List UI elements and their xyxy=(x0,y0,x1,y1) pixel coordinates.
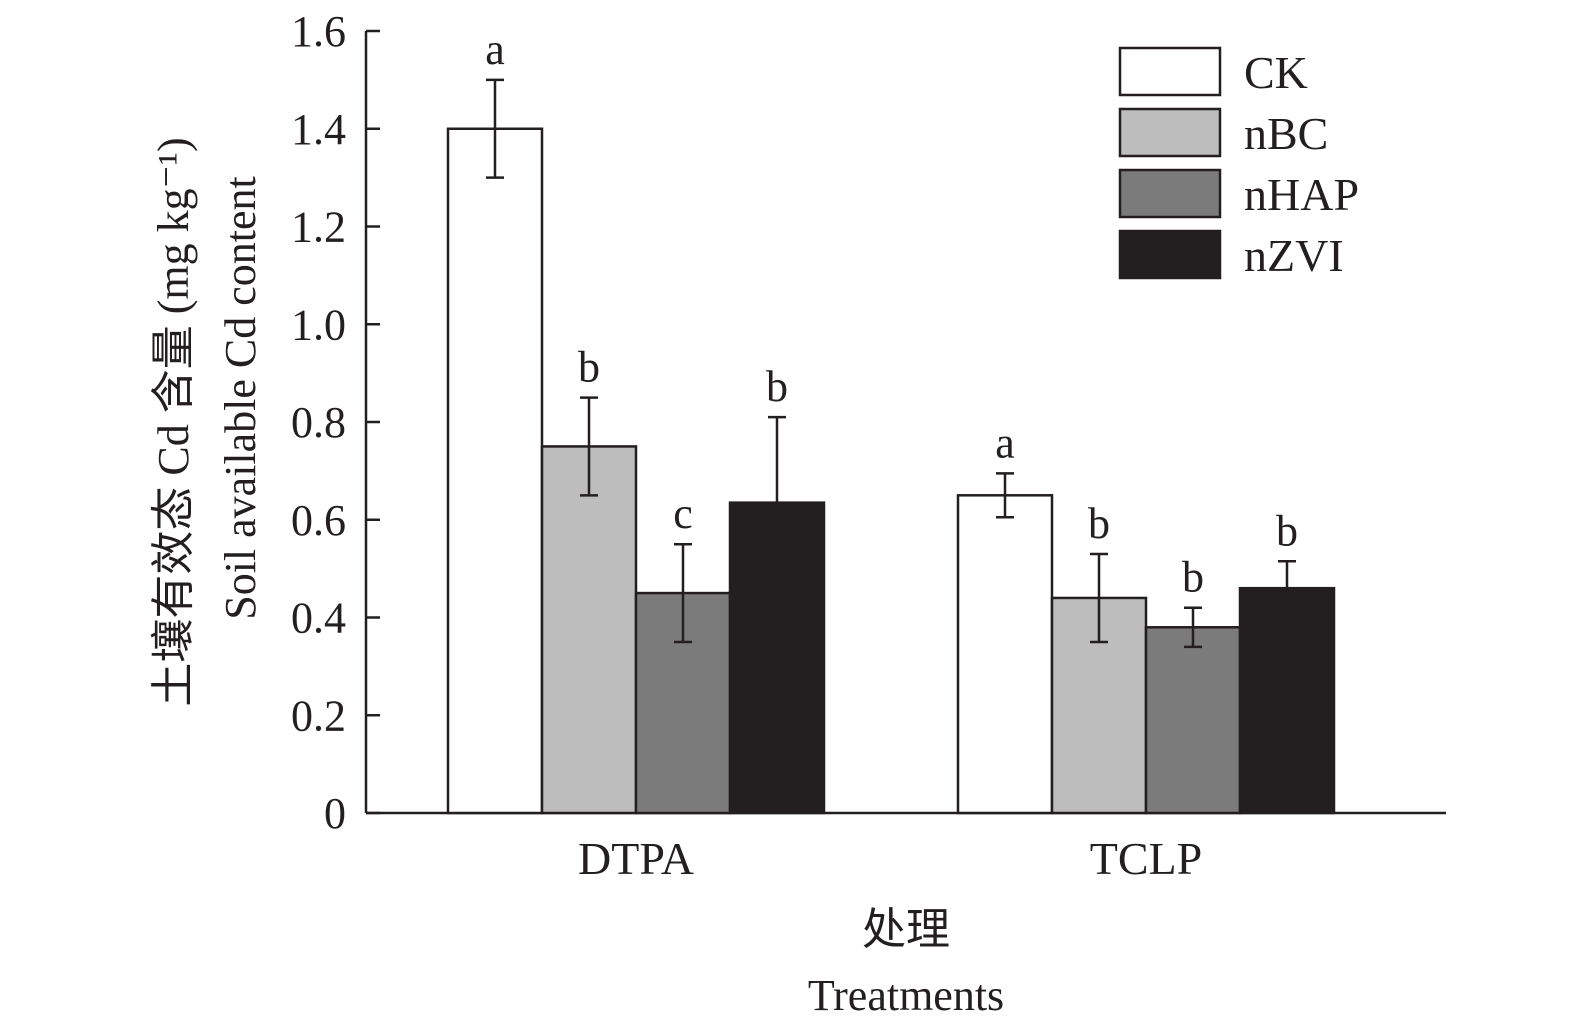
significance-letters: a b c b a b b b xyxy=(485,25,1298,602)
error-bars xyxy=(486,78,1296,649)
significance-letter: a xyxy=(485,25,505,74)
y-tick-label: 0.6 xyxy=(291,496,346,545)
y-tick-label: 1.4 xyxy=(291,105,346,154)
legend-swatch xyxy=(1118,107,1222,158)
y-tick-label: 0.2 xyxy=(291,691,346,740)
x-axis-title-cn: 处理 xyxy=(862,905,950,954)
significance-letter: a xyxy=(995,418,1015,467)
significance-letter: b xyxy=(1182,553,1204,602)
significance-letter: c xyxy=(673,489,693,538)
x-category-label: DTPA xyxy=(578,833,694,884)
significance-letter: b xyxy=(766,362,788,411)
y-tick-label: 1.6 xyxy=(291,7,346,56)
x-category-label: TCLP xyxy=(1090,833,1202,884)
y-tick-label: 0.4 xyxy=(291,594,346,643)
legend-label: nZVI xyxy=(1244,230,1344,281)
significance-letter: b xyxy=(1276,506,1298,555)
bar xyxy=(1144,626,1242,815)
x-axis-title-en: Treatments xyxy=(808,971,1004,1020)
bar xyxy=(446,127,544,815)
y-tick-label: 0.8 xyxy=(291,398,346,447)
significance-letter: b xyxy=(1088,499,1110,548)
y-axis-title-cn: 土壤有效态 Cd 含量 (mg kg⁻¹) xyxy=(149,137,198,706)
bar xyxy=(1238,586,1336,815)
y-tick-label: 1.2 xyxy=(291,203,346,252)
legend-swatch xyxy=(1118,46,1222,97)
legend-label: nHAP xyxy=(1244,169,1359,220)
legend-swatch xyxy=(1118,229,1222,280)
y-tick-label: 0 xyxy=(324,789,346,838)
y-axis: 0 0.2 0.4 0.6 0.8 1.0 1.2 1.4 1.6 xyxy=(291,7,380,838)
y-tick-label: 1.0 xyxy=(291,300,346,349)
bars xyxy=(446,127,1336,815)
legend-label: nBC xyxy=(1244,108,1328,159)
legend-swatch xyxy=(1118,168,1222,219)
x-axis: DTPA TCLP xyxy=(366,811,1446,884)
significance-letter: b xyxy=(578,343,600,392)
legend: CK nBC nHAP nZVI xyxy=(1118,46,1359,281)
legend-label: CK xyxy=(1244,47,1308,98)
bar xyxy=(540,445,638,815)
bar xyxy=(956,494,1054,815)
y-axis-title-en: Soil available Cd content xyxy=(216,176,265,620)
